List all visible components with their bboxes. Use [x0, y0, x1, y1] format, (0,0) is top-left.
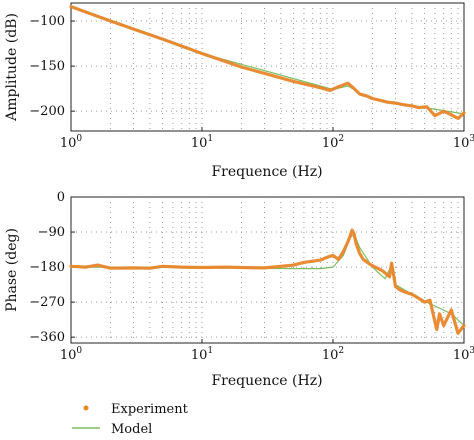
- x-tick-label: 102: [322, 346, 344, 363]
- amplitude-xlabel: Frequence (Hz): [211, 164, 322, 180]
- phase-grid: [71, 197, 464, 343]
- y-tick-label: −100: [29, 14, 65, 29]
- amplitude-ylabel: Amplitude (dB): [4, 13, 20, 122]
- amplitude-grid: [71, 3, 464, 131]
- x-tick-label: 102: [322, 134, 344, 151]
- experiment-series-line: [69, 4, 466, 121]
- x-tick-label: 101: [191, 346, 213, 363]
- y-tick-label: −360: [29, 330, 65, 345]
- amplitude-series: [69, 4, 466, 121]
- x-tick-label: 100: [60, 346, 83, 363]
- amplitude-ticks: 100 101 102 103 −100 −150 −200: [29, 14, 474, 151]
- phase-series: [69, 228, 466, 335]
- phase-ticks: 100 101 102 103 0 −90 −180 −270 −360: [29, 190, 474, 363]
- legend-experiment-marker: [83, 405, 89, 411]
- x-tick-label: 101: [191, 134, 213, 151]
- y-tick-label: −150: [29, 59, 65, 74]
- model-series-line: [70, 5, 465, 115]
- experiment-series-line: [69, 228, 466, 335]
- phase-plot-frame: [70, 196, 465, 344]
- y-tick-label: −200: [29, 104, 65, 119]
- phase-xlabel: Frequence (Hz): [211, 373, 322, 389]
- legend: Experiment Model: [72, 402, 189, 437]
- x-tick-label: 100: [60, 134, 83, 151]
- y-tick-label: 0: [57, 190, 65, 205]
- phase-panel: 100 101 102 103 0 −90 −180 −270 −360 Frequence (…: [4, 190, 474, 389]
- y-tick-label: −270: [29, 295, 65, 310]
- x-tick-label: 103: [453, 346, 474, 363]
- y-tick-label: −90: [38, 225, 65, 240]
- phase-ylabel: Phase (deg): [4, 228, 20, 312]
- y-tick-label: −180: [29, 260, 65, 275]
- amplitude-plot-frame: [70, 2, 465, 132]
- legend-experiment-label: Experiment: [111, 402, 189, 417]
- amplitude-panel: 100 101 102 103−100−150−200 Frequence (Hz) …: [4, 2, 474, 180]
- model-series-line: [70, 233, 465, 327]
- x-tick-label: 103: [453, 134, 474, 151]
- legend-model-label: Model: [111, 422, 152, 437]
